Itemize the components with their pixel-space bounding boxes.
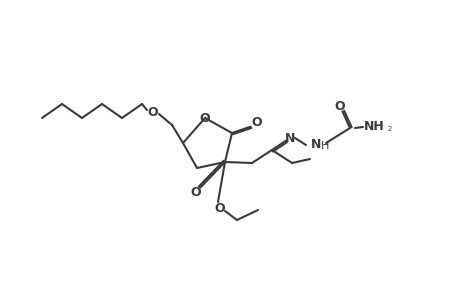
Text: N: N <box>310 139 320 152</box>
Text: O: O <box>214 202 225 214</box>
Text: O: O <box>251 116 262 128</box>
Text: $_2$: $_2$ <box>386 124 392 134</box>
Text: O: O <box>147 106 158 118</box>
Text: H: H <box>320 141 329 151</box>
Text: O: O <box>199 112 210 124</box>
Text: NH: NH <box>363 121 384 134</box>
Text: N: N <box>284 131 295 145</box>
Text: O: O <box>334 100 345 112</box>
Text: O: O <box>190 185 201 199</box>
